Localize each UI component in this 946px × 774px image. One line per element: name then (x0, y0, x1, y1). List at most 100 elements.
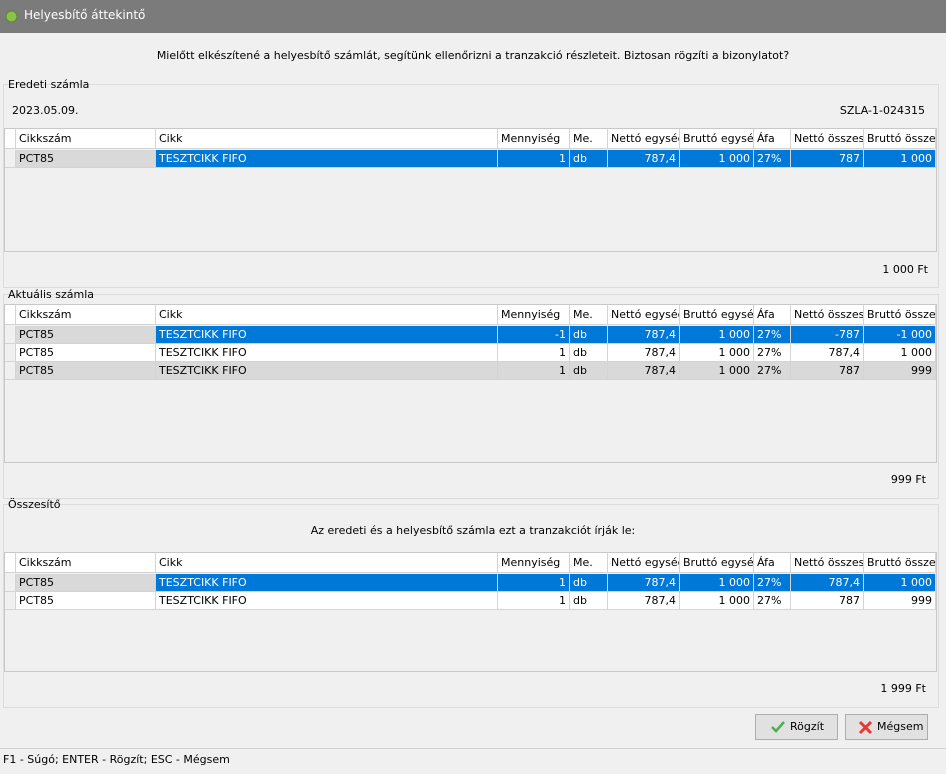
grid-cell: 1 (498, 592, 570, 610)
cancel-button[interactable]: Mégsem (845, 714, 928, 740)
total: 1 999 Ft (880, 682, 926, 695)
column-header: Nettó összes (791, 129, 864, 149)
x-icon (858, 720, 873, 735)
grid-cell: db (570, 344, 608, 362)
row-header (5, 129, 16, 149)
grid-cell: 27% (754, 574, 791, 592)
current-group (3, 294, 939, 499)
message: Mielőtt elkészítené a helyesbítő számlát… (156, 49, 790, 62)
button-label: Mégsem (877, 720, 924, 733)
grid-cell: db (570, 574, 608, 592)
grid-cell: PCT85 (16, 326, 156, 344)
column-header: Áfa (754, 305, 791, 325)
invoice-date: 2023.05.09. (12, 104, 79, 117)
grid-cell: 787,4 (608, 150, 680, 168)
row-header (5, 305, 16, 325)
grid-cell: 27% (754, 592, 791, 610)
column-header: Cikk (156, 553, 498, 573)
save-button[interactable]: Rögzít (755, 714, 838, 740)
row-selector (5, 592, 16, 610)
summary-note: Az eredeti és a helyesbítő számla ezt a … (310, 524, 636, 537)
grid-cell: 787,4 (608, 362, 680, 380)
grid-cell: 999 (864, 362, 936, 380)
column-header: Cikk (156, 129, 498, 149)
column-header: Me. (570, 553, 608, 573)
group-label: Összesítő (8, 498, 61, 511)
grid-cell: 787 (791, 592, 864, 610)
grid-cell: PCT85 (16, 362, 156, 380)
grid-cell: 787,4 (791, 574, 864, 592)
row-selector (5, 362, 16, 380)
column-header: Cikk (156, 305, 498, 325)
grid-cell: 1 000 (864, 344, 936, 362)
grid-cell: 1 000 (680, 574, 754, 592)
grid-cell: TESZTCIKK FIFO (156, 326, 498, 344)
status-text: F1 - Súgó; ENTER - Rögzít; ESC - Mégsem (3, 753, 230, 766)
grid-cell: TESZTCIKK FIFO (156, 150, 498, 168)
grid-cell: 1 (498, 574, 570, 592)
grid-cell: 1 000 (680, 344, 754, 362)
row-header (5, 553, 16, 573)
data-grid[interactable]: Cikkszám Cikk Mennyiség Me. Nettó egység Brut… (4, 128, 937, 252)
column-header: Mennyiség (498, 305, 570, 325)
grid-cell: -787 (791, 326, 864, 344)
column-header: Bruttó összes (864, 553, 936, 573)
grid-cell: TESZTCIKK FIFO (156, 592, 498, 610)
grid-cell: PCT85 (16, 150, 156, 168)
column-header: Nettó egység (608, 129, 680, 149)
column-header: Cikkszám (16, 129, 156, 149)
data-grid[interactable]: Cikkszám Cikk Mennyiség Me. Nettó egység Brut… (4, 304, 937, 463)
column-header: Nettó egység (608, 553, 680, 573)
invoice-number: SZLA-1-024315 (839, 104, 925, 117)
group-label: Aktuális számla (8, 288, 95, 301)
grid-cell: 1 000 (864, 574, 936, 592)
grid-cell: TESZTCIKK FIFO (156, 362, 498, 380)
grid-cell: 1 (498, 344, 570, 362)
grid-cell: 1 (498, 362, 570, 380)
column-header: Nettó egység (608, 305, 680, 325)
column-header: Mennyiség (498, 129, 570, 149)
column-header: Bruttó összes (864, 129, 936, 149)
grid-cell: 999 (864, 592, 936, 610)
grid-cell: -1 000 (864, 326, 936, 344)
grid-cell: 27% (754, 150, 791, 168)
grid-cell: db (570, 150, 608, 168)
row-selector (5, 326, 16, 344)
grid-cell: 787,4 (608, 592, 680, 610)
grid-cell: db (570, 592, 608, 610)
group-label: Eredeti számla (8, 78, 90, 91)
data-grid[interactable]: Cikkszám Cikk Mennyiség Me. Nettó egység Brut… (4, 552, 937, 672)
original-group (3, 84, 939, 288)
grid-cell: 787 (791, 362, 864, 380)
row-selector (5, 574, 16, 592)
grid-cell: PCT85 (16, 344, 156, 362)
total: 1 000 Ft (882, 263, 928, 276)
grid-cell: db (570, 326, 608, 344)
title-bar: Helyesbítő áttekintő (0, 0, 946, 33)
window-title: Helyesbítő áttekintő (24, 8, 146, 22)
row-selector (5, 344, 16, 362)
column-header: Cikkszám (16, 553, 156, 573)
column-header: Nettó összes (791, 305, 864, 325)
grid-cell: 787,4 (608, 574, 680, 592)
grid-cell: TESZTCIKK FIFO (156, 574, 498, 592)
check-icon (771, 721, 785, 733)
grid-cell: 1 000 (680, 326, 754, 344)
grid-cell: PCT85 (16, 592, 156, 610)
button-label: Rögzít (790, 720, 825, 733)
column-header: Me. (570, 305, 608, 325)
column-header: Bruttó egység (680, 305, 754, 325)
grid-cell: 1 000 (680, 150, 754, 168)
column-header: Bruttó egység (680, 553, 754, 573)
grid-cell: 1 000 (680, 362, 754, 380)
grid-cell: 1 000 (680, 592, 754, 610)
grid-cell: db (570, 362, 608, 380)
grid-cell: 27% (754, 344, 791, 362)
column-header: Bruttó összes (864, 305, 936, 325)
column-header: Me. (570, 129, 608, 149)
column-header: Mennyiség (498, 553, 570, 573)
row-selector (5, 150, 16, 168)
grid-cell: 787,4 (608, 326, 680, 344)
grid-cell: 1 (498, 150, 570, 168)
column-header: Nettó összes (791, 553, 864, 573)
